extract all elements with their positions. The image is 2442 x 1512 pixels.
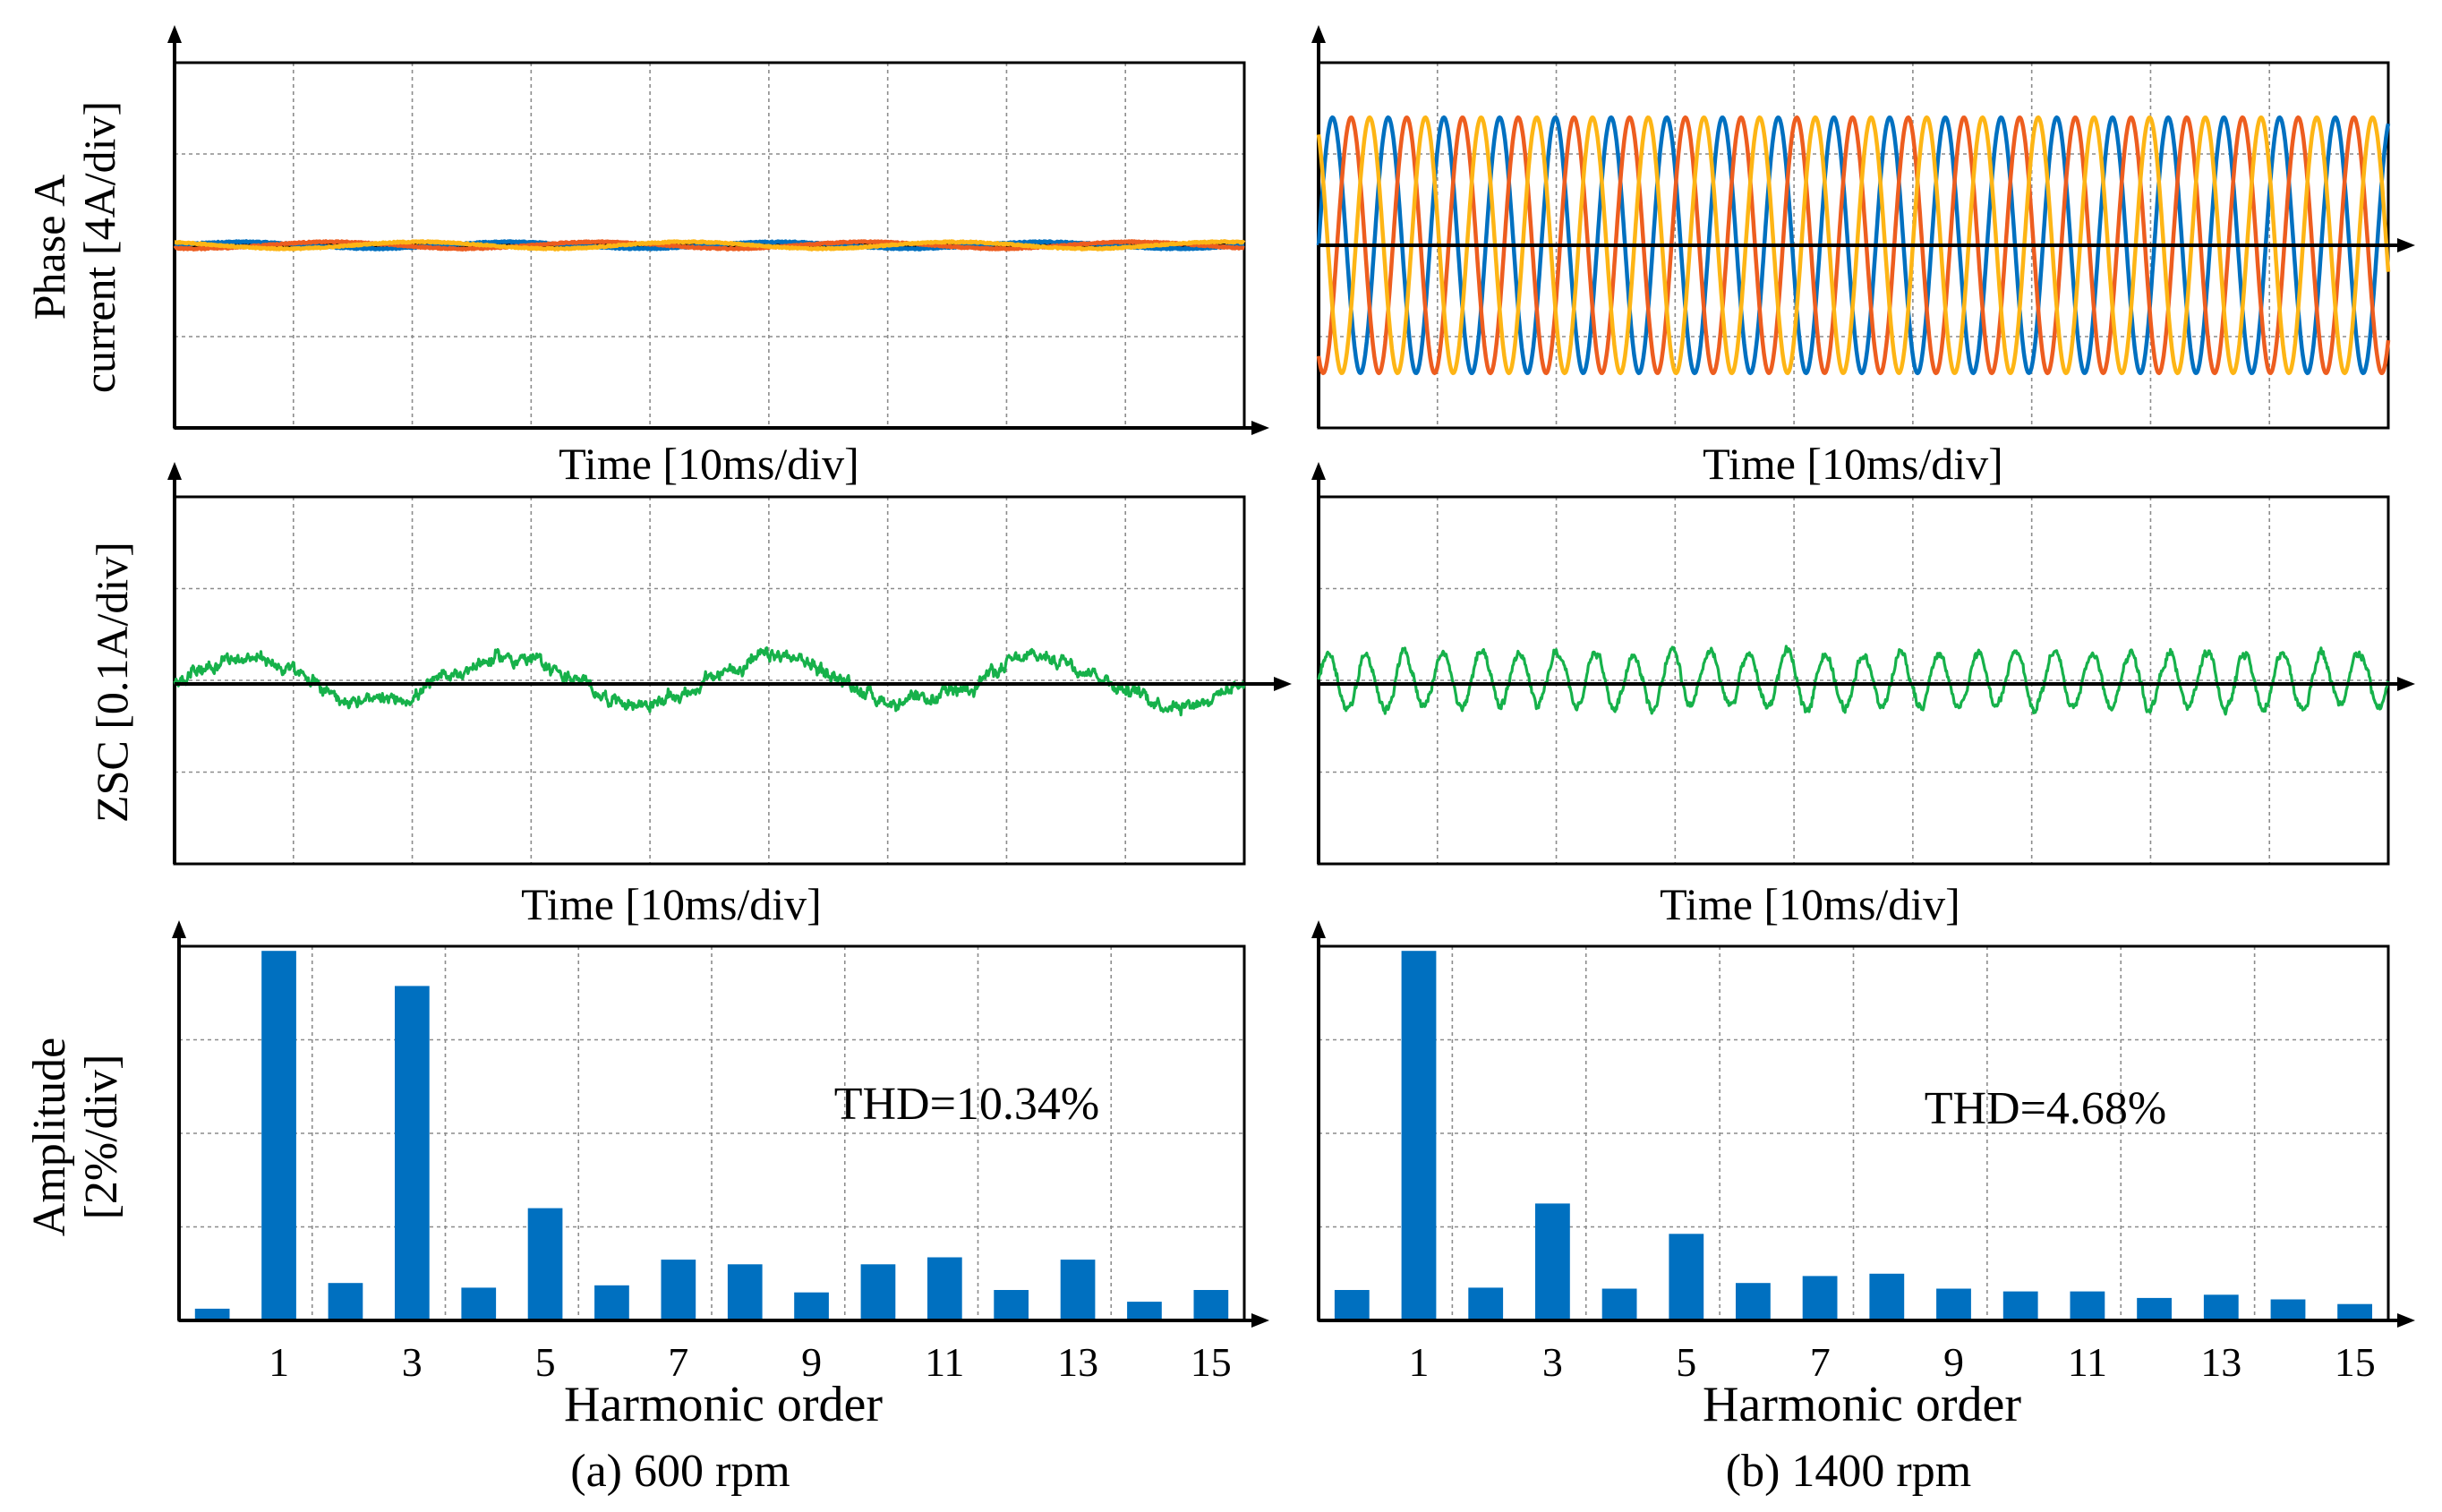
panel-b-zsc: Time [10ms/div] bbox=[1311, 462, 2415, 929]
zero-line-arrow-icon bbox=[1274, 677, 1292, 691]
bar-harmonic-11 bbox=[927, 1257, 962, 1320]
bar-group bbox=[1334, 951, 2372, 1321]
x-tick-label: 15 bbox=[1191, 1339, 1232, 1385]
x-axis-label: Harmonic order bbox=[564, 1377, 883, 1432]
bar-harmonic-8 bbox=[1869, 1273, 1905, 1321]
y-axis-label-line-2: [2%/div] bbox=[76, 1055, 127, 1220]
grid bbox=[1319, 946, 2388, 1320]
bar-harmonic-0 bbox=[1334, 1290, 1370, 1320]
x-axis-label: Time [10ms/div] bbox=[521, 879, 822, 929]
panel-b-phase: Time [10ms/div] bbox=[1311, 25, 2415, 489]
y-axis-label-line-1: Amplitude bbox=[24, 1038, 75, 1236]
x-tick-label: 3 bbox=[402, 1339, 423, 1385]
bar-harmonic-7 bbox=[661, 1260, 696, 1320]
x-tick-label: 5 bbox=[535, 1339, 556, 1385]
bar-harmonic-1 bbox=[1401, 951, 1437, 1320]
series-line-phase-c bbox=[173, 239, 1246, 252]
x-tick-label: 7 bbox=[668, 1339, 688, 1385]
bar-harmonic-14 bbox=[1127, 1302, 1162, 1320]
bar-harmonic-3 bbox=[1535, 1203, 1570, 1320]
bar-group bbox=[194, 951, 1229, 1320]
bar-harmonic-11 bbox=[2070, 1291, 2105, 1320]
x-axis-label: Time [10ms/div] bbox=[1660, 879, 1960, 929]
x-axis-arrow-icon bbox=[1251, 1313, 1269, 1328]
series-group bbox=[173, 646, 1246, 717]
bar-harmonic-3 bbox=[395, 986, 430, 1320]
bar-harmonic-2 bbox=[328, 1283, 363, 1320]
bar-harmonic-10 bbox=[2002, 1291, 2038, 1320]
bar-harmonic-4 bbox=[461, 1287, 497, 1320]
x-tick-label: 9 bbox=[1943, 1339, 1964, 1385]
x-axis-arrow-icon bbox=[1251, 421, 1269, 435]
x-axis-label: Time [10ms/div] bbox=[559, 439, 859, 489]
y-axis-arrow-icon bbox=[1311, 25, 1326, 43]
bar-harmonic-6 bbox=[1736, 1283, 1771, 1320]
bar-harmonic-1 bbox=[261, 951, 296, 1320]
bar-harmonic-15 bbox=[1193, 1290, 1229, 1320]
y-axis-arrow-icon bbox=[1311, 462, 1326, 480]
x-axis-label: Harmonic order bbox=[1703, 1377, 2021, 1432]
x-tick-label: 9 bbox=[801, 1339, 822, 1385]
x-tick-label: 13 bbox=[2200, 1339, 2241, 1385]
y-axis-label: ZSC [0.1A/div] bbox=[87, 542, 137, 823]
bar-harmonic-12 bbox=[2137, 1297, 2172, 1320]
bar-harmonic-12 bbox=[994, 1290, 1029, 1320]
grid bbox=[175, 497, 1244, 864]
x-tick-label: 1 bbox=[1409, 1339, 1430, 1385]
bar-harmonic-14 bbox=[2270, 1299, 2306, 1320]
x-tick-label: 15 bbox=[2335, 1339, 2376, 1385]
grid bbox=[1319, 497, 2388, 864]
grid bbox=[179, 946, 1244, 1320]
series-line-phase-b bbox=[1316, 115, 2391, 376]
bar-harmonic-6 bbox=[594, 1285, 629, 1320]
x-tick-label: 3 bbox=[1542, 1339, 1563, 1385]
x-tick-label: 7 bbox=[1810, 1339, 1831, 1385]
panel-b-fft: 1 3 5 7 9 11 13 15 THD=4.68% Harmonic order (b)… bbox=[1311, 920, 2415, 1497]
series-line-phase-c bbox=[1316, 115, 2391, 376]
x-axis-label: Time [10ms/div] bbox=[1703, 439, 2003, 489]
bar-harmonic-15 bbox=[2337, 1303, 2372, 1320]
y-axis-arrow-icon bbox=[167, 25, 182, 43]
x-axis-arrow-icon bbox=[2397, 1313, 2415, 1328]
series-line-zsc bbox=[173, 646, 1246, 717]
y-axis-label-line-2: current [4A/div] bbox=[74, 101, 124, 393]
y-axis-arrow-icon bbox=[1311, 920, 1326, 938]
panel-a-phase: Time [10ms/div] Phase A current [4A/div] bbox=[24, 25, 1269, 489]
bar-harmonic-4 bbox=[1601, 1288, 1637, 1320]
x-tick-label: 5 bbox=[1676, 1339, 1696, 1385]
bar-harmonic-13 bbox=[2203, 1294, 2239, 1320]
bar-harmonic-2 bbox=[1468, 1287, 1504, 1320]
zero-line-arrow-icon bbox=[2397, 677, 2415, 691]
zero-line-arrow-icon bbox=[2397, 238, 2415, 252]
x-tick-label: 1 bbox=[269, 1339, 289, 1385]
bar-harmonic-0 bbox=[194, 1308, 230, 1320]
series-line-phase-b bbox=[173, 239, 1246, 252]
x-tick-label: 11 bbox=[2068, 1339, 2107, 1385]
bar-harmonic-8 bbox=[727, 1264, 763, 1320]
y-axis-arrow-icon bbox=[172, 920, 186, 938]
y-axis-arrow-icon bbox=[167, 462, 182, 480]
bar-harmonic-9 bbox=[794, 1292, 829, 1320]
series-group bbox=[173, 239, 1246, 252]
x-tick-label: 11 bbox=[925, 1339, 964, 1385]
x-tick-label: 13 bbox=[1057, 1339, 1098, 1385]
y-axis-label-line-1: Phase A bbox=[24, 175, 74, 320]
panel-a-zsc: Time [10ms/div] ZSC [0.1A/div] bbox=[87, 462, 1292, 929]
bar-harmonic-10 bbox=[860, 1264, 896, 1320]
panel-a-fft: 1 3 5 7 9 11 13 15 THD=10.34% Harmonic order (a… bbox=[24, 920, 1269, 1497]
panel-caption: (b) 1400 rpm bbox=[1726, 1446, 1971, 1497]
bar-harmonic-5 bbox=[1669, 1234, 1704, 1320]
thd-annotation: THD=10.34% bbox=[834, 1079, 1100, 1130]
thd-annotation: THD=4.68% bbox=[1925, 1083, 2167, 1134]
x-tick-labels: 1 3 5 7 9 11 13 15 bbox=[1409, 1339, 2376, 1385]
panel-caption: (a) 600 rpm bbox=[570, 1446, 790, 1497]
x-tick-labels: 1 3 5 7 9 11 13 15 bbox=[269, 1339, 1232, 1385]
bar-harmonic-7 bbox=[1802, 1276, 1838, 1320]
bar-harmonic-13 bbox=[1060, 1260, 1096, 1320]
bar-harmonic-9 bbox=[1936, 1288, 1971, 1320]
bar-harmonic-5 bbox=[527, 1208, 563, 1320]
